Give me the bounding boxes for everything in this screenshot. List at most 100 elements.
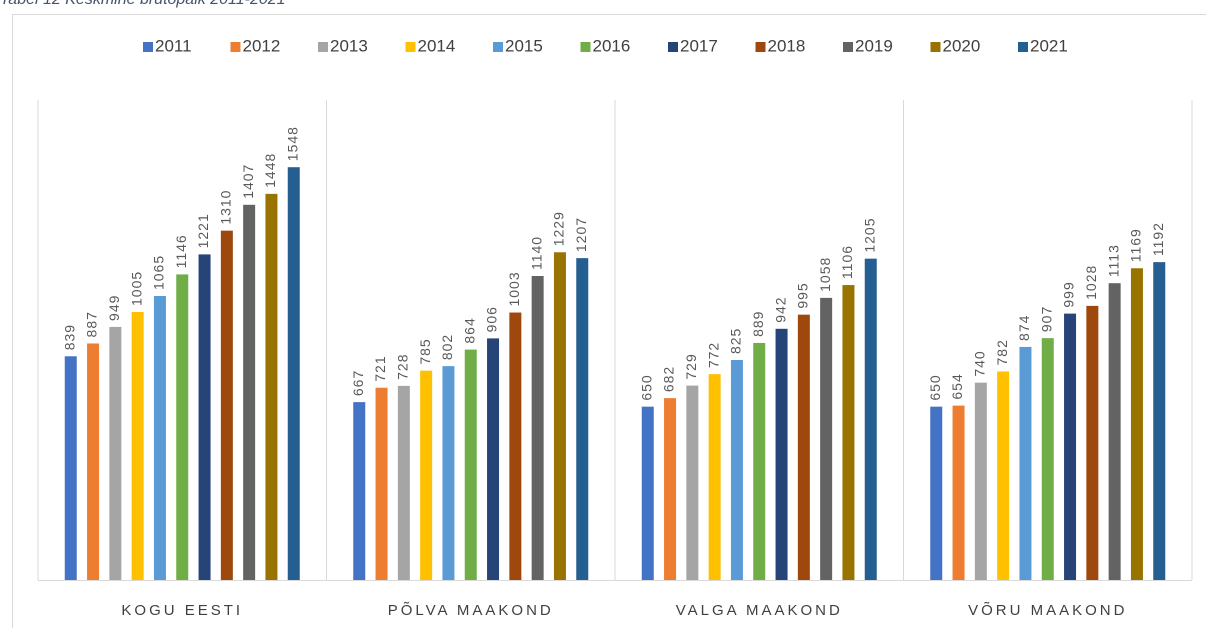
data-label: 889	[750, 311, 766, 337]
data-label: 1407	[240, 164, 256, 199]
bar	[1108, 283, 1121, 580]
legend-label: 2016	[593, 36, 631, 55]
data-label: 740	[972, 350, 988, 376]
data-label: 887	[84, 311, 100, 337]
bar	[576, 258, 589, 580]
legend-label: 2018	[768, 36, 806, 55]
data-label: 1065	[151, 255, 167, 290]
legend-swatch	[930, 42, 941, 52]
data-label: 1548	[284, 126, 300, 161]
data-label: 1028	[1083, 265, 1099, 300]
bar	[509, 312, 522, 580]
data-label: 1003	[506, 271, 522, 306]
legend-swatch	[318, 42, 328, 52]
data-label: 782	[994, 339, 1010, 365]
bar	[1019, 346, 1032, 580]
bar	[1130, 268, 1143, 580]
data-label: 907	[1038, 306, 1054, 332]
chart-frame	[12, 14, 1206, 628]
bar	[842, 285, 855, 580]
legend-label: 2021	[1030, 36, 1068, 55]
data-label: 1221	[195, 213, 211, 248]
legend-swatch	[668, 42, 678, 52]
legend-label: 2011	[155, 36, 192, 55]
bar	[87, 343, 100, 580]
bar	[1153, 262, 1166, 580]
data-label: 825	[728, 328, 744, 354]
legend-swatch	[493, 42, 503, 52]
bar	[664, 398, 677, 580]
bar	[753, 342, 766, 580]
legend-swatch	[755, 42, 766, 52]
legend-label: 2013	[330, 36, 368, 55]
data-label: 785	[417, 338, 433, 364]
data-label: 1169	[1128, 228, 1144, 262]
bar	[176, 274, 189, 580]
bar	[708, 374, 721, 580]
bar	[775, 328, 788, 580]
x-tick-label: KOGU EESTI	[121, 602, 243, 619]
bar	[287, 167, 300, 580]
data-label: 650	[927, 374, 943, 400]
bar	[686, 385, 699, 580]
bar	[974, 382, 987, 580]
data-label: 654	[949, 373, 965, 399]
bar	[420, 370, 433, 580]
bar	[220, 230, 233, 580]
bar	[531, 276, 544, 580]
bar	[997, 371, 1010, 580]
data-label: 1205	[861, 218, 877, 253]
bar	[109, 326, 122, 580]
bar	[153, 296, 166, 580]
bar	[487, 338, 500, 580]
data-label: 728	[395, 354, 411, 380]
data-label: 1140	[528, 236, 544, 270]
legend-label: 2017	[680, 36, 718, 55]
bar	[641, 406, 654, 580]
legend-swatch	[843, 42, 853, 52]
data-label: 949	[106, 295, 122, 321]
bar	[265, 193, 278, 580]
bar	[1041, 338, 1054, 580]
data-label: 906	[484, 306, 500, 332]
legend-swatch	[580, 42, 591, 52]
data-label: 1106	[839, 245, 855, 279]
data-label: 864	[461, 317, 477, 343]
legend-label: 2015	[505, 36, 543, 55]
bar	[198, 254, 211, 580]
data-label: 1448	[262, 153, 278, 188]
data-label: 729	[683, 353, 699, 379]
x-tick-label: VALGA MAAKOND	[676, 602, 843, 619]
x-tick-label: VÕRU MAAKOND	[968, 602, 1127, 619]
bar	[1086, 305, 1099, 580]
bar	[730, 360, 743, 580]
data-label: 721	[372, 355, 388, 381]
data-label: 1005	[128, 271, 144, 306]
bar	[930, 406, 943, 580]
data-label: 942	[772, 296, 788, 322]
data-label: 682	[661, 366, 677, 392]
data-label: 1229	[551, 211, 567, 246]
data-label: 1192	[1150, 222, 1166, 256]
data-label: 1310	[218, 190, 234, 225]
bar	[820, 297, 833, 580]
bar	[353, 402, 366, 580]
chart-title: Tabel 12 Keskmine brutopalk 2011-2021	[0, 0, 286, 8]
legend-swatch	[1018, 42, 1028, 52]
bar	[243, 204, 256, 581]
bar	[442, 366, 455, 580]
data-label: 1113	[1105, 244, 1121, 277]
bar	[375, 387, 388, 580]
data-label: 772	[705, 342, 721, 368]
data-label: 650	[638, 374, 654, 400]
legend-swatch	[143, 42, 153, 52]
data-label: 839	[61, 324, 77, 350]
data-label: 995	[795, 282, 811, 308]
data-label: 1207	[573, 217, 589, 252]
x-tick-label: PÕLVA MAAKOND	[388, 602, 554, 619]
legend-label: 2020	[943, 36, 981, 55]
bar	[1064, 313, 1077, 580]
data-label: 667	[350, 370, 366, 396]
